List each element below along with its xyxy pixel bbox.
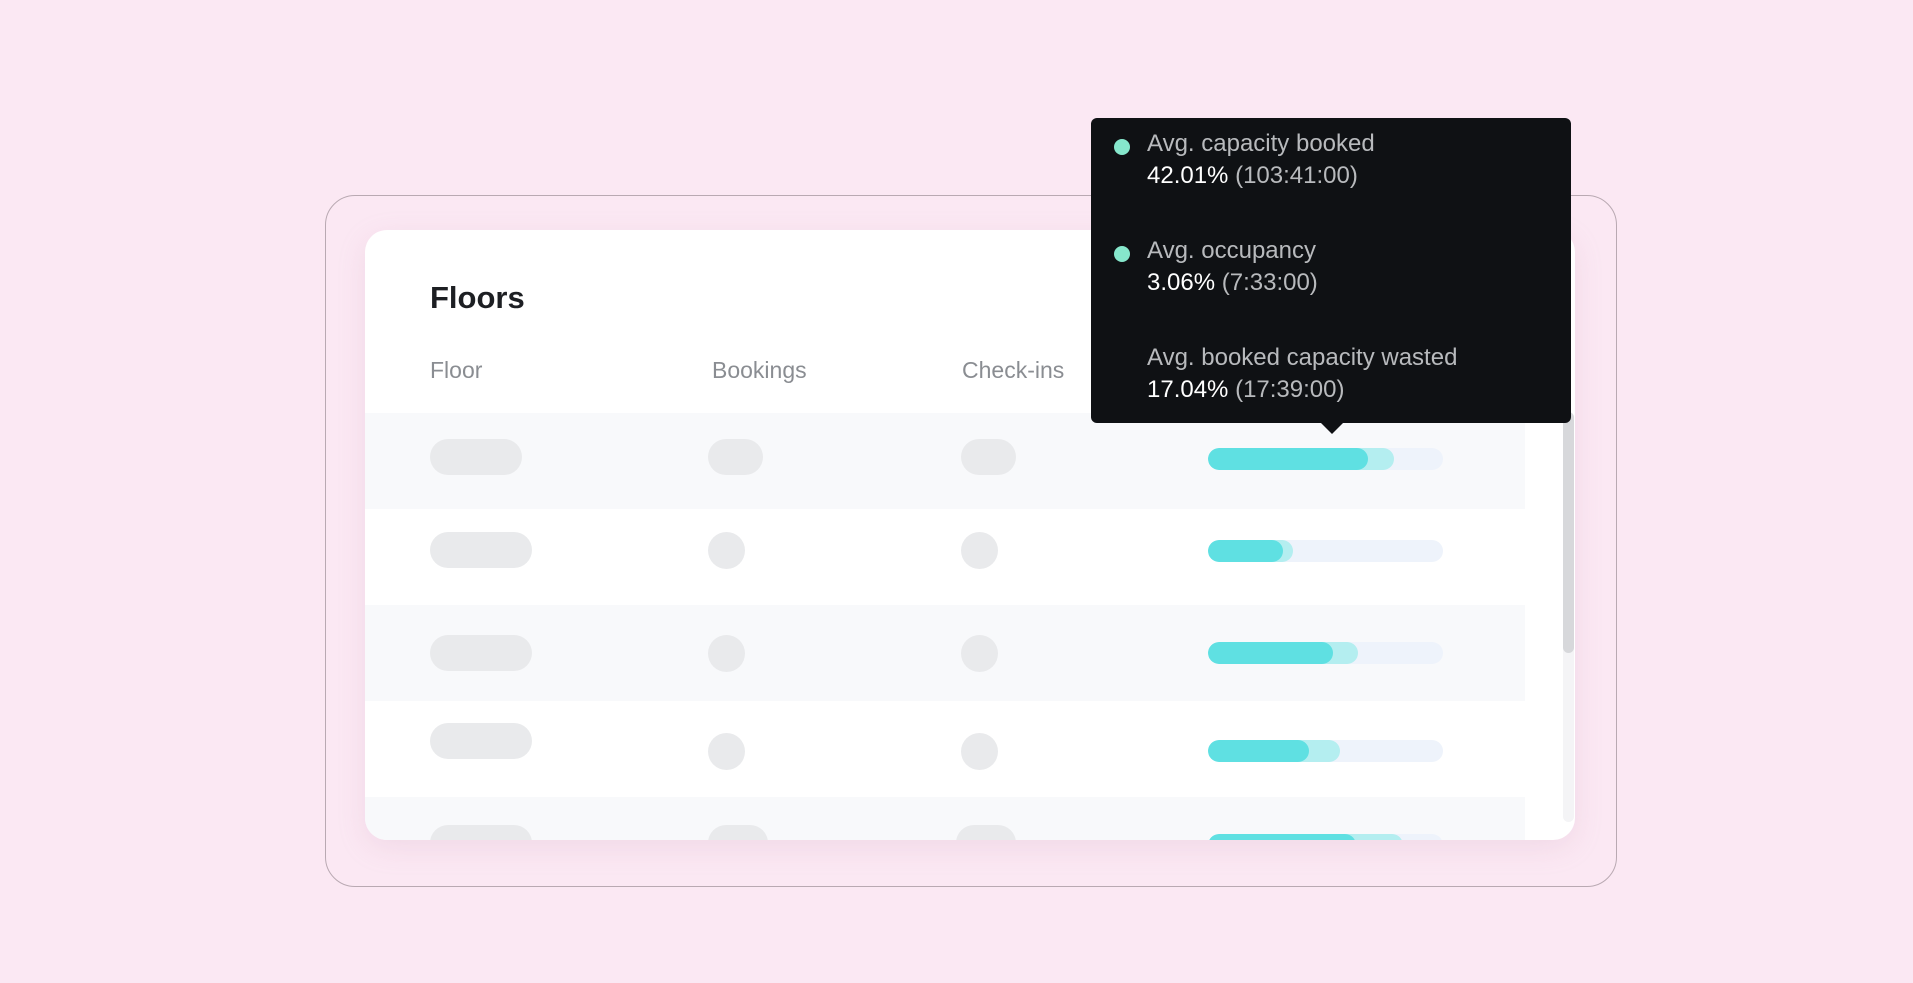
occupancy-fill	[1208, 740, 1310, 762]
occupancy-legend-dot	[1114, 246, 1130, 262]
tooltip-duration: (7:33:00)	[1221, 269, 1318, 296]
tooltip-item-booked-capacity-wasted: Avg. booked capacity wasted 17.04% (17:3…	[1147, 342, 1457, 406]
bookings-placeholder	[708, 439, 763, 475]
capacity-tooltip: Avg. capacity booked 42.01% (103:41:00) …	[1091, 118, 1571, 423]
capacity-bar[interactable]	[1208, 540, 1443, 562]
table-body	[365, 413, 1525, 840]
occupancy-fill	[1208, 540, 1284, 562]
capacity-bar[interactable]	[1208, 642, 1443, 664]
tooltip-duration: (17:39:00)	[1235, 376, 1345, 403]
capacity-bar[interactable]	[1208, 740, 1443, 762]
floor-name-placeholder	[430, 723, 532, 759]
floor-name-placeholder	[430, 532, 532, 568]
capacity-bar[interactable]	[1208, 834, 1443, 840]
tooltip-caret	[1320, 422, 1344, 434]
outer-frame	[325, 195, 1617, 887]
column-header-bookings[interactable]: Bookings	[712, 357, 807, 383]
tooltip-duration: (103:41:00)	[1235, 162, 1358, 189]
check-ins-placeholder	[961, 635, 998, 672]
tooltip-value: 3.06%	[1147, 269, 1216, 296]
tooltip-label: Avg. capacity booked	[1147, 130, 1375, 157]
scrollbar-thumb[interactable]	[1563, 412, 1574, 653]
check-ins-placeholder	[961, 733, 998, 770]
column-header-floor[interactable]: Floor	[430, 357, 483, 383]
vertical-scrollbar[interactable]	[1563, 412, 1574, 822]
tooltip-label: Avg. booked capacity wasted	[1147, 344, 1458, 371]
floor-name-placeholder	[430, 439, 522, 475]
floor-name-placeholder	[430, 825, 532, 840]
tooltip-item-capacity-booked: Avg. capacity booked 42.01% (103:41:00)	[1147, 128, 1375, 192]
check-ins-placeholder	[956, 825, 1016, 840]
occupancy-fill	[1208, 642, 1333, 664]
table-row[interactable]	[365, 797, 1525, 840]
card-title: Floors	[430, 280, 525, 315]
occupancy-fill	[1208, 834, 1357, 840]
table-row[interactable]	[365, 413, 1525, 509]
column-header-check-ins[interactable]: Check-ins	[962, 357, 1065, 383]
occupancy-fill	[1208, 448, 1368, 470]
table-row[interactable]	[365, 509, 1525, 605]
tooltip-item-occupancy: Avg. occupancy 3.06% (7:33:00)	[1147, 235, 1318, 299]
bookings-placeholder	[708, 733, 745, 770]
table-row[interactable]	[365, 605, 1525, 701]
table-row[interactable]	[365, 701, 1525, 797]
tooltip-value: 42.01%	[1147, 162, 1229, 189]
floor-name-placeholder	[430, 635, 532, 671]
floors-card: Floors Floor Bookings Check-ins	[365, 230, 1575, 840]
check-ins-placeholder	[961, 439, 1016, 475]
capacity-booked-legend-dot	[1114, 139, 1130, 155]
capacity-bar[interactable]	[1208, 448, 1443, 470]
tooltip-label: Avg. occupancy	[1147, 237, 1316, 264]
bookings-placeholder	[708, 825, 768, 840]
check-ins-placeholder	[961, 532, 998, 569]
bookings-placeholder	[708, 635, 745, 672]
bookings-placeholder	[708, 532, 745, 569]
tooltip-value: 17.04%	[1147, 376, 1229, 403]
